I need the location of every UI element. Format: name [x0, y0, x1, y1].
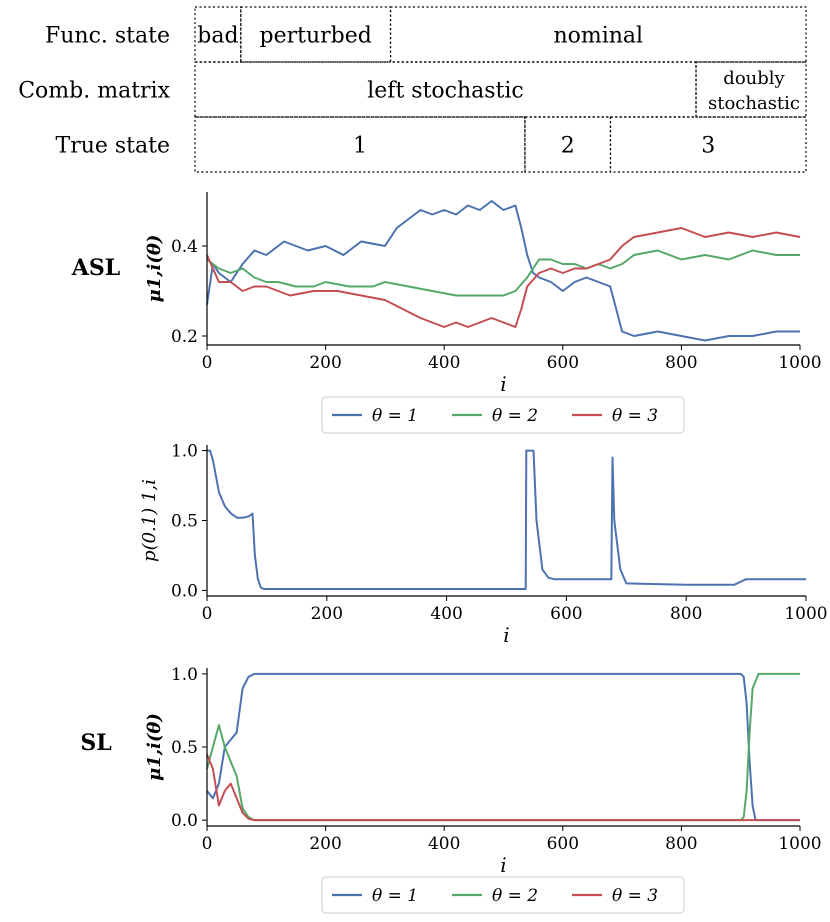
legend-box — [321, 876, 685, 914]
x-axis-label: i — [503, 623, 509, 647]
legend-label-theta-2: θ = 2 — [492, 886, 538, 906]
y-tick-label: 0.2 — [171, 327, 198, 347]
y-tick-label: 0.4 — [171, 237, 198, 257]
legend-label-theta-3: θ = 3 — [612, 406, 658, 426]
row-label: Comb. matrix — [18, 79, 170, 104]
x-tick-label: 600 — [547, 353, 579, 373]
legend-label-theta-1: θ = 1 — [372, 886, 418, 906]
table-cell — [194, 6, 242, 63]
cell-text: 1 — [353, 134, 367, 159]
series-line-theta-3 — [206, 227, 801, 328]
table-cell — [194, 61, 697, 118]
plot-panels: 0 200 400 600 800 1000 0.2 0.4 i μ1,i(θ) ASL θ = 1 θ… — [71, 192, 828, 914]
y-tick-label: 0.0 — [171, 581, 198, 601]
y-tick-label: 0.5 — [171, 512, 198, 532]
row-label: Func. state — [45, 24, 170, 49]
x-tick-label: 1000 — [778, 834, 821, 854]
x-tick-label: 800 — [670, 604, 702, 624]
x-tick-label: 800 — [665, 834, 697, 854]
y-axis-label: μ1,i(θ) — [144, 235, 165, 303]
x-tick-label: 600 — [550, 604, 582, 624]
chart-panel-2: 0 200 400 600 800 1000 0.0 0.5 1.0 i p(0.1) 1,i — [139, 442, 828, 647]
series-line-theta-2 — [206, 249, 800, 297]
x-tick-label: 400 — [428, 834, 460, 854]
y-tick-label: 1.0 — [171, 665, 198, 685]
x-tick-label: 1000 — [778, 353, 821, 373]
cell-text: bad — [197, 24, 238, 49]
x-tick-label: 0 — [202, 834, 213, 854]
chart-panel-3: 0 200 400 600 800 1000 0.0 0.5 1.0 i μ1,i(θ) SL θ = … — [80, 665, 822, 914]
legend-label-theta-3: θ = 3 — [612, 886, 658, 906]
x-tick-label: 600 — [547, 834, 579, 854]
y-tick-label: 0.5 — [171, 738, 198, 758]
series-line-theta-2 — [206, 672, 800, 822]
panel-label: ASL — [71, 255, 120, 281]
y-axis-label: μ1,i(θ) — [144, 713, 165, 781]
x-tick-label: 200 — [309, 834, 341, 854]
x-tick-label: 400 — [428, 353, 460, 373]
legend-label-theta-2: θ = 2 — [492, 406, 538, 426]
x-axis-label: i — [500, 372, 506, 396]
cell-text: stochastic — [708, 93, 800, 114]
series-line-theta-1 — [207, 449, 806, 590]
state-table: Func. state bad perturbed nominal Comb. matr… — [18, 6, 807, 173]
cell-text: 2 — [561, 134, 575, 159]
cell-text: 3 — [701, 134, 715, 159]
cell-text: nominal — [553, 24, 643, 49]
x-tick-label: 1000 — [784, 604, 827, 624]
table-cell — [609, 116, 807, 173]
x-axis-label: i — [500, 853, 506, 877]
series-line-theta-1 — [206, 672, 800, 822]
cell-text: left stochastic — [367, 79, 524, 104]
legend-label-theta-1: θ = 1 — [372, 406, 418, 426]
table-cell — [695, 61, 807, 118]
y-axis-label: p(0.1) 1,i — [139, 479, 160, 562]
x-tick-label: 0 — [202, 604, 213, 624]
x-tick-label: 0 — [202, 353, 213, 373]
table-cell — [389, 6, 807, 63]
x-tick-label: 800 — [665, 353, 697, 373]
row-label: True state — [56, 134, 170, 159]
series-line-theta-1 — [206, 200, 800, 342]
chart-panel-1: 0 200 400 600 800 1000 0.2 0.4 i μ1,i(θ) ASL θ = 1 θ… — [71, 192, 822, 434]
x-tick-label: 200 — [309, 353, 341, 373]
x-tick-label: 200 — [311, 604, 343, 624]
cell-text: doubly — [723, 68, 785, 89]
cell-text: perturbed — [260, 24, 372, 49]
y-tick-label: 1.0 — [171, 442, 198, 462]
series-line-theta-3 — [206, 753, 800, 822]
legend-box — [321, 396, 685, 434]
table-cell — [240, 6, 392, 63]
y-tick-label: 0.0 — [171, 811, 198, 831]
x-tick-label: 400 — [430, 604, 462, 624]
panel-label: SL — [80, 730, 111, 756]
